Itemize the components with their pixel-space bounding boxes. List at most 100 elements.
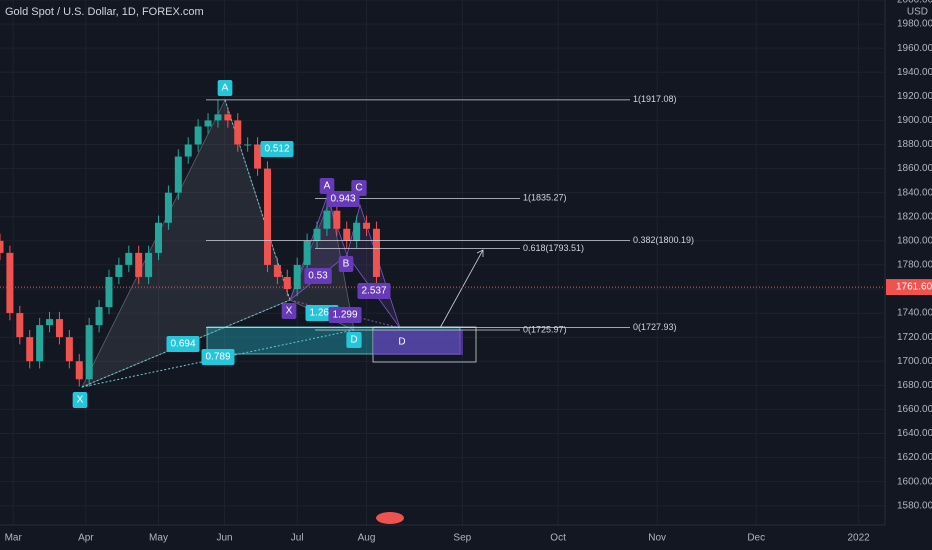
candle-body — [26, 337, 34, 362]
candle-body — [0, 240, 4, 253]
y-tick-label: 1600.00 — [897, 476, 932, 487]
y-tick-label: 1980.00 — [897, 19, 932, 30]
pattern-label: 0.943 — [330, 194, 355, 205]
candle-body — [75, 361, 83, 380]
candle-body — [145, 252, 153, 277]
pattern-label: D — [350, 335, 357, 346]
candle-body — [372, 228, 380, 277]
pattern-label: C — [355, 183, 362, 194]
candle-body — [323, 210, 331, 229]
y-tick-label: 1900.00 — [897, 115, 932, 126]
candle-body — [65, 337, 73, 362]
candle-body — [135, 252, 143, 277]
last-price-tag — [886, 279, 932, 296]
candle-body — [194, 126, 202, 145]
candle-body — [273, 264, 281, 277]
pattern-label-box — [260, 141, 294, 157]
candle-body — [164, 192, 172, 223]
y-tick-label: 1880.00 — [897, 139, 932, 150]
pattern-label-box — [326, 191, 360, 207]
fib-label: 0.618(1793.51) — [523, 243, 584, 253]
pattern-label-box — [357, 283, 391, 299]
candle-body — [174, 156, 182, 193]
x-tick-label: Mar — [5, 533, 23, 544]
x-tick-label: Aug — [358, 533, 376, 544]
x-tick-label: Apr — [78, 533, 94, 544]
y-tick-label: 1780.00 — [897, 260, 932, 271]
y-tick-label: 1620.00 — [897, 452, 932, 463]
candle-body — [244, 144, 252, 146]
chart-title: Gold Spot / U.S. Dollar, 1D, FOREX.com — [5, 6, 204, 18]
pattern-label: A — [324, 181, 331, 192]
candle-body — [293, 264, 301, 289]
pattern-label: D — [398, 337, 405, 348]
candle-body — [36, 325, 44, 362]
candle-body — [125, 252, 133, 265]
x-tick-label: May — [149, 533, 168, 544]
last-price-label: 1761.60 — [896, 282, 932, 293]
pattern-label: 2.537 — [361, 286, 386, 297]
candles — [0, 99, 380, 387]
fib-label: 0(1727.93) — [633, 322, 677, 332]
x-tick-label: 2022 — [847, 533, 870, 544]
y-tick-label: 1700.00 — [897, 356, 932, 367]
candle-body — [16, 313, 24, 338]
candle-body — [333, 210, 341, 229]
y-tick-label: 1640.00 — [897, 428, 932, 439]
candle-body — [343, 228, 351, 241]
pattern-label-box — [281, 303, 297, 319]
candle-body — [95, 307, 103, 326]
y-tick-label: 1860.00 — [897, 163, 932, 174]
fib-label: 0.382(1800.19) — [633, 235, 694, 245]
pattern-label: 0.512 — [264, 144, 289, 155]
pattern-label-box — [217, 80, 233, 96]
y-tick-label: 1920.00 — [897, 91, 932, 102]
pattern-label: 0.694 — [170, 339, 195, 350]
x-tick-label: Jun — [216, 533, 232, 544]
pattern-drawings — [81, 98, 484, 388]
candle-body — [353, 222, 361, 241]
pattern-label-box — [201, 349, 235, 365]
pattern-label: 1.267 — [309, 308, 334, 319]
candle-body — [85, 325, 93, 380]
x-tick-label: Jul — [291, 533, 304, 544]
candle-body — [204, 120, 212, 127]
candle-body — [105, 276, 113, 308]
fib-label: 0(1725.97) — [523, 324, 567, 334]
y-tick-label: 1580.00 — [897, 500, 932, 511]
y-tick-label: 1800.00 — [897, 235, 932, 246]
fib-label: 1(1835.27) — [523, 193, 567, 203]
candle-body — [303, 240, 311, 265]
pattern-label-box — [328, 307, 362, 323]
x-tick-label: Dec — [747, 533, 765, 544]
y-tick-label: 1680.00 — [897, 380, 932, 391]
candle-body — [115, 264, 123, 277]
candle-body — [234, 120, 242, 145]
pattern-leg — [224, 99, 291, 301]
currency-label: USD — [907, 7, 928, 18]
pattern-label-box — [72, 392, 88, 408]
arrow-head — [476, 249, 484, 257]
candle-body — [363, 222, 371, 229]
y-tick-label: 1720.00 — [897, 332, 932, 343]
logo-mark — [376, 512, 404, 524]
y-tick-label: 1820.00 — [897, 211, 932, 222]
time-axis — [0, 525, 932, 550]
y-tick-label: 1660.00 — [897, 404, 932, 415]
y-tick-label: 1940.00 — [897, 67, 932, 78]
y-tick-label: 1840.00 — [897, 187, 932, 198]
pattern-label: 0.53 — [308, 271, 328, 282]
pattern-label-box — [304, 268, 332, 284]
price-axis — [885, 0, 932, 550]
candle-body — [263, 168, 271, 265]
pattern-label-box — [166, 336, 200, 352]
annotations: 1(1917.08) 1(1835.27) 0.382(1800.19) 0.618(… — [0, 80, 885, 408]
candle-body — [254, 144, 262, 169]
projection-arrow — [439, 249, 484, 329]
axes: 1580.00 1600.00 1620.00 1640.00 1660.00 1680.… — [5, 0, 932, 544]
candle-body — [283, 276, 291, 289]
pattern-label-box — [346, 332, 362, 348]
candle-body — [46, 319, 54, 326]
